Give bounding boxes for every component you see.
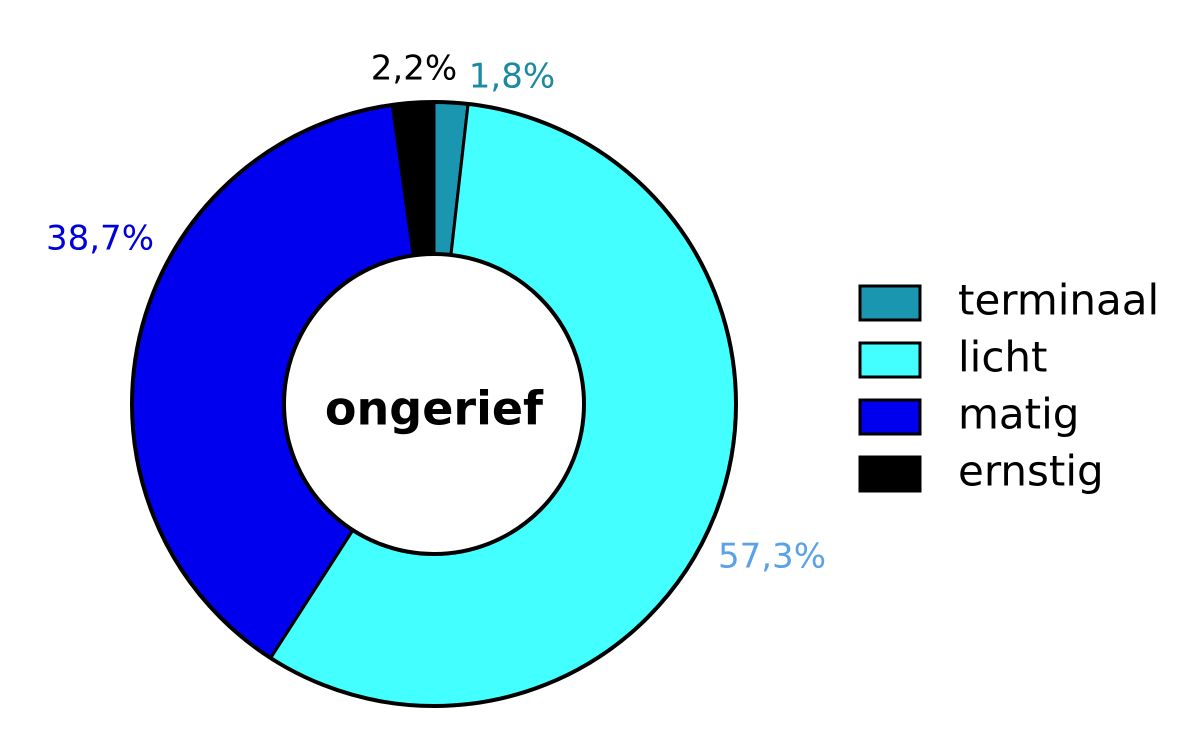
- legend-label-licht: licht: [958, 333, 1048, 382]
- legend-swatch-terminaal: [858, 284, 922, 322]
- value-label-ernstig: 2,2%: [371, 49, 457, 89]
- center-label: ongerief: [325, 382, 544, 436]
- donut-hole: [282, 252, 586, 556]
- value-label-matig: 38,7%: [46, 219, 154, 259]
- value-label-licht: 57,3%: [718, 537, 826, 577]
- value-labels: 1,8% 57,3% 38,7% 2,2%: [46, 49, 826, 577]
- legend-swatch-ernstig: [858, 455, 922, 493]
- legend: terminaal licht matig ernstig: [858, 276, 1159, 496]
- outer-ring: [130, 100, 738, 708]
- legend-label-terminaal: terminaal: [958, 276, 1159, 325]
- legend-label-ernstig: ernstig: [958, 447, 1104, 496]
- legend-label-matig: matig: [958, 390, 1079, 439]
- legend-swatch-matig: [858, 398, 922, 436]
- value-label-terminaal: 1,8%: [469, 57, 555, 97]
- legend-swatch-licht: [858, 341, 922, 379]
